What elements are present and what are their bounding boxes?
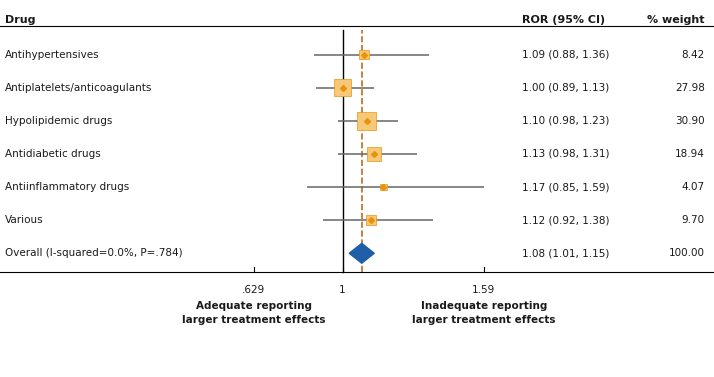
Text: Inadequate reporting: Inadequate reporting — [421, 301, 547, 311]
Text: .629: .629 — [242, 285, 266, 296]
Text: 1.12 (0.92, 1.38): 1.12 (0.92, 1.38) — [522, 215, 610, 225]
Text: Hypolipidemic drugs: Hypolipidemic drugs — [5, 116, 112, 126]
Text: 1.17 (0.85, 1.59): 1.17 (0.85, 1.59) — [522, 182, 610, 192]
Text: 1.10 (0.98, 1.23): 1.10 (0.98, 1.23) — [522, 116, 609, 126]
FancyBboxPatch shape — [358, 112, 376, 130]
Text: 30.90: 30.90 — [675, 116, 705, 126]
Text: 4.07: 4.07 — [682, 182, 705, 192]
Text: larger treatment effects: larger treatment effects — [412, 315, 555, 325]
Text: Adequate reporting: Adequate reporting — [196, 301, 312, 311]
FancyBboxPatch shape — [366, 215, 376, 225]
FancyBboxPatch shape — [380, 184, 386, 190]
Text: Overall (I-squared=0.0%, P=.784): Overall (I-squared=0.0%, P=.784) — [5, 248, 183, 258]
Text: 100.00: 100.00 — [669, 248, 705, 258]
Text: Drug: Drug — [5, 15, 36, 25]
Text: Antidiabetic drugs: Antidiabetic drugs — [5, 149, 101, 159]
Text: 8.42: 8.42 — [682, 49, 705, 60]
Text: 1: 1 — [339, 285, 346, 296]
Text: 1.59: 1.59 — [472, 285, 496, 296]
Text: 27.98: 27.98 — [675, 83, 705, 93]
Text: 1.08 (1.01, 1.15): 1.08 (1.01, 1.15) — [522, 248, 609, 258]
FancyBboxPatch shape — [359, 50, 369, 59]
Text: 1.00 (0.89, 1.13): 1.00 (0.89, 1.13) — [522, 83, 609, 93]
Text: 1.13 (0.98, 1.31): 1.13 (0.98, 1.31) — [522, 149, 610, 159]
Text: 18.94: 18.94 — [675, 149, 705, 159]
Text: Antiplatelets/anticoagulants: Antiplatelets/anticoagulants — [5, 83, 152, 93]
Polygon shape — [349, 243, 374, 263]
Text: % weight: % weight — [648, 15, 705, 25]
Text: 9.70: 9.70 — [682, 215, 705, 225]
Text: Various: Various — [5, 215, 44, 225]
Text: 1.09 (0.88, 1.36): 1.09 (0.88, 1.36) — [522, 49, 609, 60]
FancyBboxPatch shape — [334, 79, 351, 96]
Text: Antihypertensives: Antihypertensives — [5, 49, 100, 60]
Text: Antiinflammatory drugs: Antiinflammatory drugs — [5, 182, 129, 192]
FancyBboxPatch shape — [366, 147, 381, 161]
Text: ROR (95% CI): ROR (95% CI) — [522, 15, 605, 25]
Text: larger treatment effects: larger treatment effects — [182, 315, 326, 325]
